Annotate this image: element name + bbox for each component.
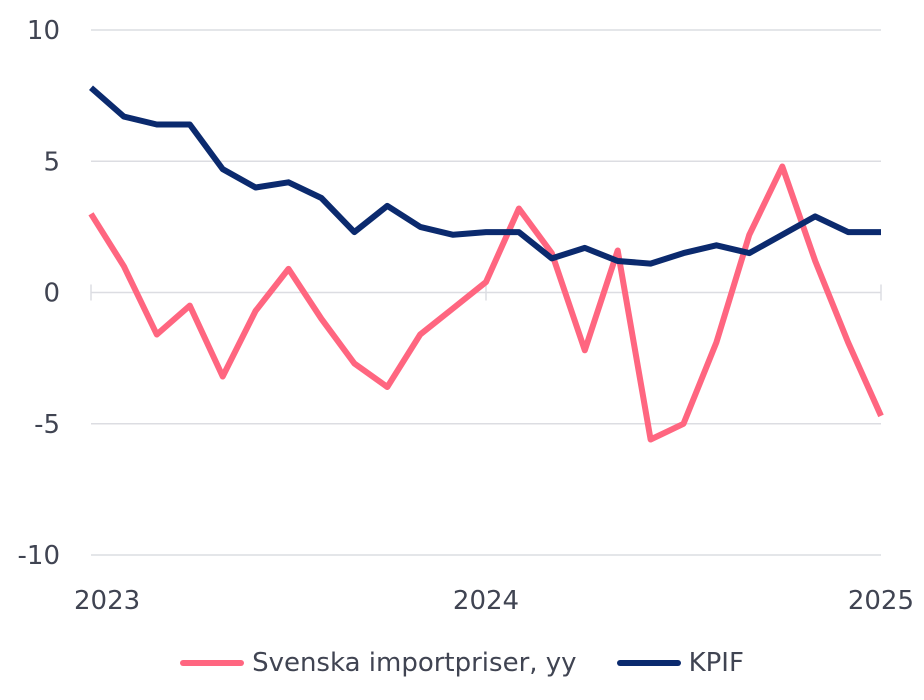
line-chart: 10 5 0 -5 -10 2023 2024 2025	[18, 16, 914, 616]
y-tick-label: -10	[18, 541, 60, 571]
legend-label-series-2: KPIF	[688, 648, 744, 678]
legend-swatch-series-2	[616, 660, 681, 666]
x-tick-label: 2025	[848, 586, 914, 616]
x-axis: 2023 2024 2025	[74, 284, 914, 616]
legend-item-series-1: Svenska importpriser, yy	[180, 648, 577, 678]
series-line-2	[89, 85, 881, 267]
x-tick-label: 2023	[74, 586, 140, 616]
y-tick-label: 10	[27, 16, 60, 46]
y-tick-label: -5	[34, 410, 60, 440]
series-line-1	[88, 163, 884, 443]
y-tick-label: 0	[43, 279, 60, 309]
series-lines	[88, 85, 884, 443]
legend-swatch-series-1	[180, 660, 245, 666]
legend: Svenska importpriser, yy KPIF	[0, 638, 924, 688]
y-axis-tick-labels: 10 5 0 -5 -10	[18, 16, 60, 571]
legend-label-series-1: Svenska importpriser, yy	[252, 648, 577, 678]
x-tick-label: 2024	[453, 586, 519, 616]
y-tick-label: 5	[43, 147, 60, 177]
legend-item-series-2: KPIF	[616, 648, 744, 678]
